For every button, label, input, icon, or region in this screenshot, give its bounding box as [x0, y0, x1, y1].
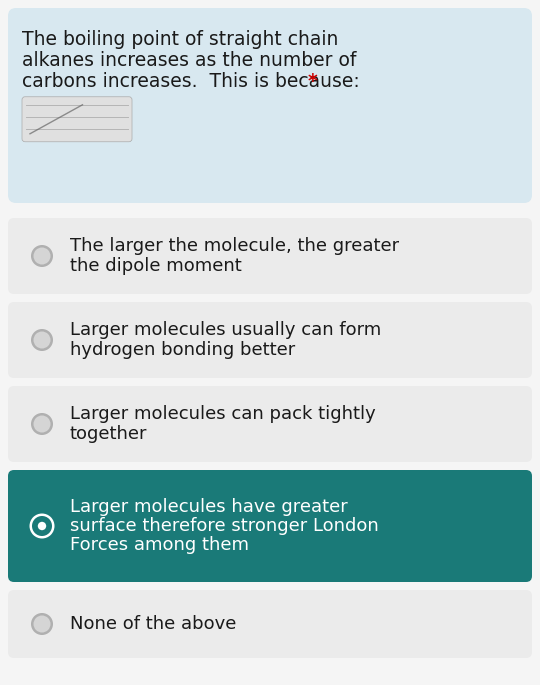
- Text: None of the above: None of the above: [70, 615, 237, 633]
- Text: together: together: [70, 425, 147, 443]
- Text: carbons increases.  This is because:: carbons increases. This is because:: [22, 72, 360, 91]
- Circle shape: [31, 413, 53, 435]
- Circle shape: [31, 613, 53, 635]
- Text: Larger molecules have greater: Larger molecules have greater: [70, 497, 348, 516]
- Text: hydrogen bonding better: hydrogen bonding better: [70, 340, 295, 359]
- Text: *: *: [308, 72, 318, 91]
- Circle shape: [31, 329, 53, 351]
- Text: Larger molecules usually can form: Larger molecules usually can form: [70, 321, 381, 339]
- Circle shape: [33, 616, 51, 632]
- Circle shape: [33, 416, 51, 432]
- Circle shape: [38, 522, 46, 530]
- Text: The larger the molecule, the greater: The larger the molecule, the greater: [70, 237, 399, 256]
- Text: the dipole moment: the dipole moment: [70, 257, 242, 275]
- FancyBboxPatch shape: [22, 97, 132, 142]
- Circle shape: [33, 332, 51, 349]
- FancyBboxPatch shape: [8, 590, 532, 658]
- FancyBboxPatch shape: [8, 470, 532, 582]
- FancyBboxPatch shape: [8, 218, 532, 294]
- Text: alkanes increases as the number of: alkanes increases as the number of: [22, 51, 356, 70]
- Text: surface therefore stronger London: surface therefore stronger London: [70, 517, 379, 535]
- Circle shape: [33, 247, 51, 264]
- Text: The boiling point of straight chain: The boiling point of straight chain: [22, 30, 339, 49]
- FancyBboxPatch shape: [8, 386, 532, 462]
- Text: Larger molecules can pack tightly: Larger molecules can pack tightly: [70, 406, 376, 423]
- Circle shape: [30, 514, 55, 538]
- FancyBboxPatch shape: [8, 302, 532, 378]
- Circle shape: [32, 516, 52, 536]
- Circle shape: [31, 245, 53, 267]
- Text: Forces among them: Forces among them: [70, 536, 249, 554]
- FancyBboxPatch shape: [8, 8, 532, 203]
